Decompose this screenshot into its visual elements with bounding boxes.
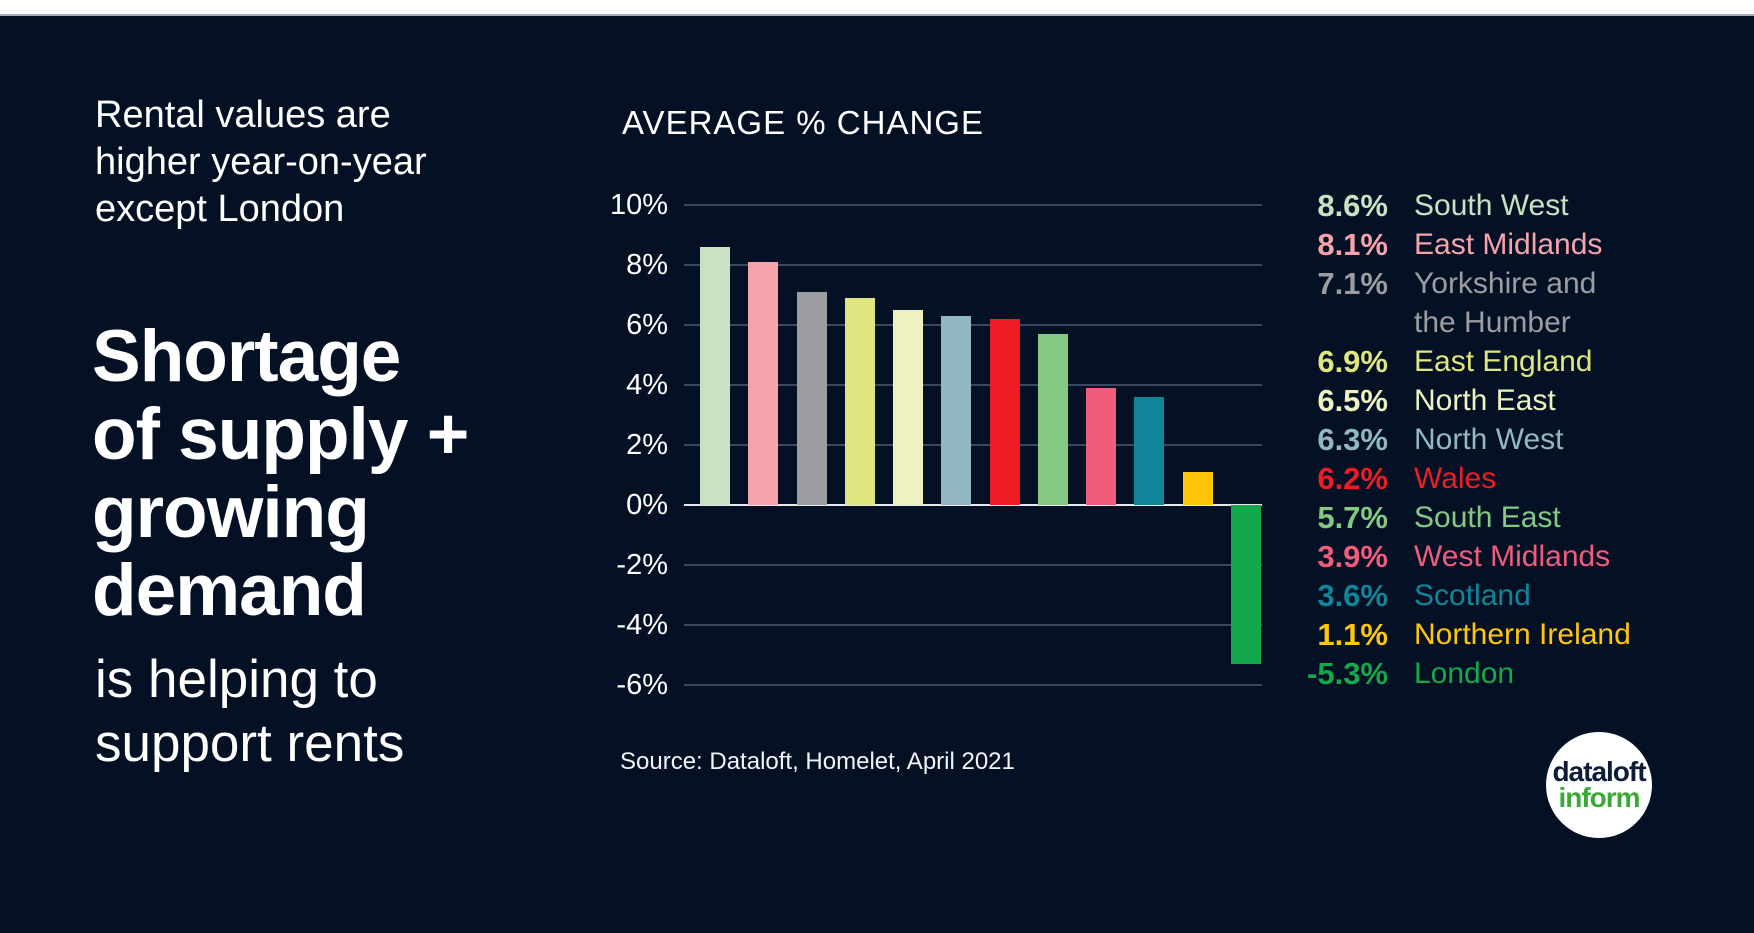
legend-row-scotland: 3.6% Scotland (1278, 576, 1674, 615)
bar-south-west (700, 247, 730, 505)
legend-label: South West (1414, 189, 1569, 222)
gridline-4% (684, 384, 1262, 386)
legend-value: 6.2% (1317, 461, 1388, 496)
ytick-2%: 2% (626, 429, 668, 461)
legend-value: 6.3% (1317, 422, 1388, 457)
ytick--2%: -2% (616, 549, 668, 581)
ytick--4%: -4% (616, 609, 668, 641)
bar-south-east (1038, 334, 1068, 505)
bar-wales (990, 319, 1020, 505)
legend-label: East Midlands (1414, 228, 1603, 261)
legend-value: 8.6% (1317, 188, 1388, 223)
legend-label: North East (1414, 384, 1556, 417)
legend-label: Wales (1414, 462, 1497, 495)
source-caption: Source: Dataloft, Homelet, April 2021 (620, 748, 1015, 775)
intro-text-light: except London (95, 188, 345, 230)
gridline-10% (684, 204, 1262, 206)
ytick-8%: 8% (626, 249, 668, 281)
legend-label: West Midlands (1414, 540, 1611, 573)
gridline-8% (684, 264, 1262, 266)
legend-label: East England (1414, 345, 1593, 378)
legend-label: Yorkshire and the Humber (1414, 267, 1597, 339)
legend-row-south-east: 5.7% South East (1278, 498, 1674, 537)
logo-text-inform: inform (1558, 782, 1640, 813)
legend-row-west-midlands: 3.9% West Midlands (1278, 537, 1674, 576)
legend-value: 6.5% (1317, 383, 1388, 418)
ytick-4%: 4% (626, 369, 668, 401)
gridline--4% (684, 624, 1262, 626)
legend-value: 8.1% (1317, 227, 1388, 262)
gridline-0% (684, 504, 1262, 506)
legend-value: 3.9% (1317, 539, 1388, 574)
legend-row-north-east: 6.5% North East (1278, 381, 1674, 420)
logo-text-dataloft: dataloft (1552, 756, 1646, 787)
legend-row-wales: 6.2% Wales (1278, 459, 1674, 498)
legend-label: Northern Ireland (1414, 618, 1631, 651)
bar-north-east (893, 310, 923, 505)
bar-west-midlands (1086, 388, 1116, 505)
top-white-strip (0, 0, 1754, 16)
gridline--2% (684, 564, 1262, 566)
legend-row-east-england: 6.9% East England (1278, 342, 1674, 381)
bar-scotland (1134, 397, 1164, 505)
ytick-10%: 10% (609, 189, 668, 221)
headline-text: Shortage of supply + growing demand (92, 316, 469, 631)
bar-london (1231, 505, 1261, 664)
legend-value: -5.3% (1307, 656, 1388, 691)
tagline-text: is helping to support rents (95, 650, 405, 773)
legend-row-london: -5.3% London (1278, 654, 1674, 693)
legend-label: North West (1414, 423, 1564, 456)
legend-label: London (1414, 657, 1515, 690)
ytick-6%: 6% (626, 309, 668, 341)
legend-value: 3.6% (1317, 578, 1388, 613)
legend-value: 1.1% (1317, 617, 1388, 652)
gridline-6% (684, 324, 1262, 326)
legend-label: South East (1414, 501, 1561, 534)
legend-label: Scotland (1414, 579, 1531, 612)
legend-row-northern-ireland: 1.1% Northern Ireland (1278, 615, 1674, 654)
intro-text: Rental values are higher year-on-year (95, 94, 427, 183)
legend-row-south-west: 8.6% South West (1278, 186, 1674, 225)
legend-row-yorkshire-and-the-humber: 7.1% Yorkshire and the Humber (1278, 264, 1674, 342)
legend-row-north-west: 6.3% North West (1278, 420, 1674, 459)
bar-east-midlands (748, 262, 778, 505)
legend-value: 5.7% (1317, 500, 1388, 535)
chart-legend: 8.6% South West 8.1% East Midlands 7.1% Yorks… (1278, 186, 1674, 693)
chart-title: AVERAGE % CHANGE (622, 104, 984, 141)
bar-yorkshire-and-the-humber (797, 292, 827, 505)
legend-value: 6.9% (1317, 344, 1388, 379)
ytick-0%: 0% (626, 489, 668, 521)
bar-northern-ireland (1183, 472, 1213, 505)
gridline-2% (684, 444, 1262, 446)
legend-row-east-midlands: 8.1% East Midlands (1278, 225, 1674, 264)
dataloft-inform-logo: dataloft inform (1546, 732, 1652, 838)
legend-value: 7.1% (1317, 266, 1388, 301)
bar-north-west (941, 316, 971, 505)
bar-east-england (845, 298, 875, 505)
gridline--6% (684, 684, 1262, 686)
ytick--6%: -6% (616, 669, 668, 701)
